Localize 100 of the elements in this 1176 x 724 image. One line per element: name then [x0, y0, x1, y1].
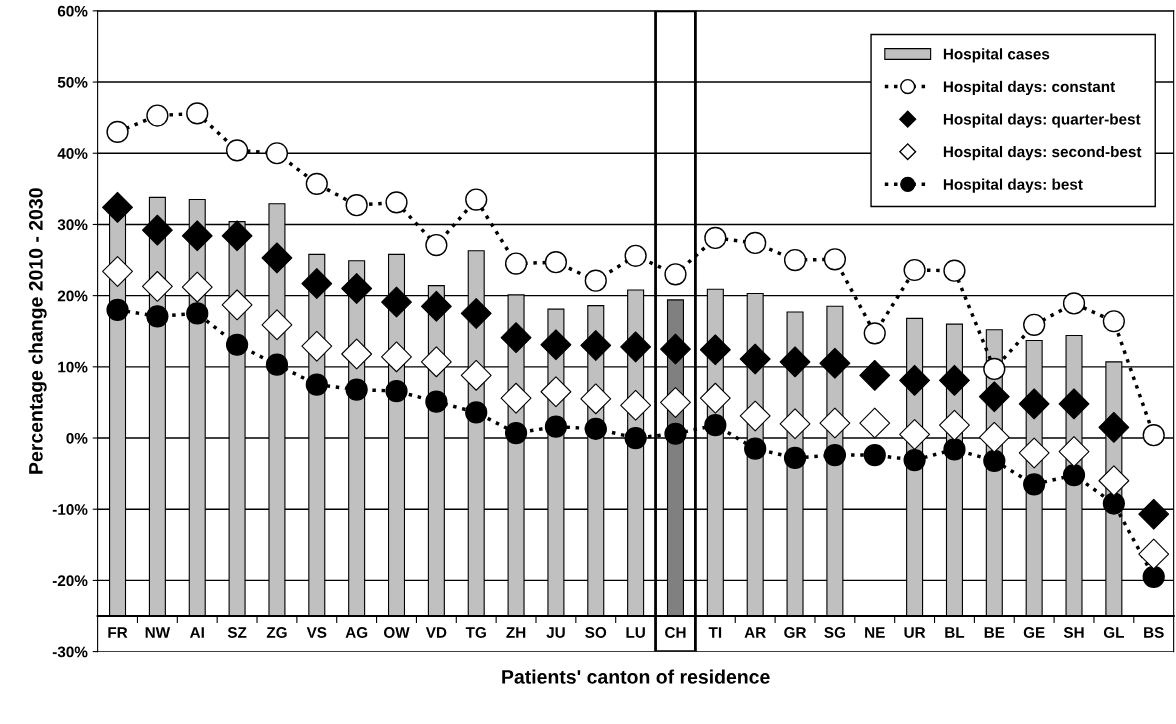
- x-tick-label: AG: [345, 627, 368, 638]
- point: [739, 400, 771, 432]
- y-tick-label: -10%: [52, 504, 88, 515]
- point: [261, 242, 293, 274]
- point: [146, 305, 169, 328]
- point: [106, 298, 129, 321]
- point: [584, 417, 607, 440]
- x-axis-title: Patients' canton of residence: [502, 669, 770, 684]
- point: [580, 383, 612, 415]
- point: [221, 220, 253, 252]
- point: [1018, 388, 1050, 420]
- legend-label: Hospital days: best: [943, 178, 1083, 193]
- legend-label: Hospital days: quarter-best: [943, 113, 1141, 128]
- point: [1142, 565, 1165, 588]
- point: [939, 409, 970, 441]
- point: [301, 330, 333, 362]
- point: [261, 309, 293, 341]
- x-tick-label: BS: [1144, 627, 1164, 638]
- point: [943, 438, 966, 461]
- point: [381, 286, 412, 318]
- point: [141, 214, 173, 246]
- x-tick-label: AR: [744, 627, 766, 638]
- y-tick-label: 10%: [58, 361, 88, 373]
- point: [1058, 388, 1090, 420]
- x-tick-label: GR: [784, 627, 807, 638]
- point: [305, 373, 328, 396]
- point: [540, 329, 572, 361]
- point: [186, 302, 209, 325]
- point: [939, 364, 970, 396]
- x-tick-label: VD: [425, 627, 447, 638]
- point: [1102, 492, 1125, 515]
- x-tick-label: BE: [984, 627, 1005, 638]
- x-tick-label: FR: [108, 627, 128, 638]
- y-tick-label: 50%: [57, 76, 88, 88]
- x-tick-label: UR: [904, 627, 926, 638]
- x-tick-label: TI: [708, 627, 722, 638]
- y-tick-label: 20%: [57, 290, 88, 302]
- point: [544, 415, 568, 438]
- x-tick-label: SG: [824, 627, 845, 638]
- point: [1098, 465, 1130, 497]
- x-tick-label: JU: [546, 627, 565, 638]
- legend-label: Hospital days: constant: [943, 80, 1115, 96]
- point: [983, 357, 1006, 381]
- point: [341, 338, 373, 370]
- x-tick-label: ZH: [506, 627, 526, 638]
- y-tick-label: 40%: [57, 148, 88, 159]
- point: [221, 289, 253, 321]
- point: [301, 268, 333, 299]
- point: [744, 437, 767, 460]
- point: [460, 359, 492, 391]
- point: [863, 443, 886, 467]
- point: [225, 333, 249, 356]
- point: [624, 426, 647, 450]
- point: [899, 419, 931, 450]
- y-tick-label: -20%: [52, 575, 88, 587]
- y-tick-label: -30%: [52, 646, 88, 658]
- point: [385, 379, 408, 403]
- x-tick-label: VS: [306, 627, 327, 638]
- point: [580, 330, 612, 361]
- point: [225, 139, 249, 162]
- point: [978, 381, 1010, 413]
- point: [664, 422, 687, 445]
- point: [819, 407, 851, 439]
- x-tick-label: NW: [145, 627, 171, 638]
- point: [504, 421, 528, 445]
- y-tick-label: 60%: [57, 5, 88, 17]
- point: [265, 353, 289, 376]
- point: [381, 341, 412, 373]
- point: [465, 401, 488, 424]
- point: [1018, 437, 1050, 469]
- x-tick-label: SH: [1063, 627, 1084, 638]
- x-tick-label: GE: [1023, 627, 1045, 638]
- point: [345, 378, 368, 401]
- point: [141, 270, 173, 302]
- point: [500, 322, 532, 354]
- point: [739, 343, 771, 375]
- legend-label: Hospital days: second-best: [943, 145, 1142, 161]
- point: [978, 421, 1010, 453]
- point: [660, 386, 691, 418]
- point: [1098, 411, 1130, 443]
- point: [540, 376, 572, 408]
- x-tick-label: NE: [865, 627, 885, 638]
- point: [823, 443, 847, 467]
- point: [420, 346, 452, 378]
- point: [1138, 498, 1170, 530]
- point: [660, 333, 691, 365]
- point: [779, 408, 811, 440]
- x-tick-label: CH: [665, 627, 686, 638]
- point: [181, 271, 213, 303]
- y-axis-title: Percentage change 2010 - 2030: [28, 188, 47, 474]
- point: [699, 382, 731, 414]
- x-tick-label: TG: [465, 627, 486, 638]
- point: [341, 273, 373, 304]
- x-tick-label: BL: [945, 627, 965, 638]
- point: [620, 331, 652, 363]
- point: [420, 290, 452, 322]
- x-tick-label: SO: [585, 627, 607, 638]
- point: [699, 334, 731, 366]
- point: [983, 449, 1006, 472]
- point: [620, 389, 652, 421]
